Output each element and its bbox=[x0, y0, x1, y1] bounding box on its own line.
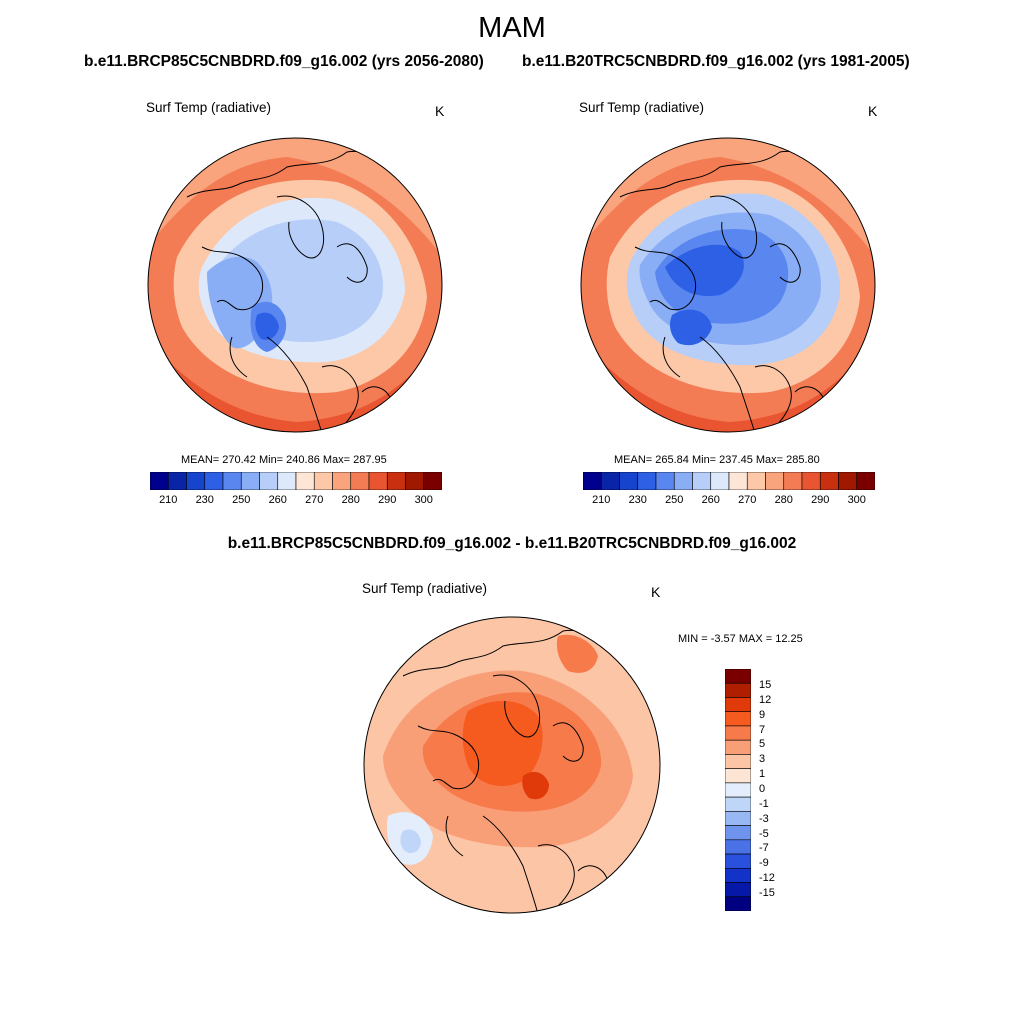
map-left bbox=[147, 137, 443, 433]
colorbar-tick-label: -3 bbox=[759, 812, 769, 825]
colorbar-swatch bbox=[765, 472, 785, 490]
colorbar-swatch bbox=[150, 472, 169, 490]
colorbar-tick-label: 12 bbox=[759, 693, 772, 706]
colorbar-swatch bbox=[725, 754, 751, 769]
colorbar-swatch bbox=[295, 472, 315, 490]
colorbar-tick-label: 5 bbox=[759, 738, 766, 751]
colorbar-swatch bbox=[725, 853, 751, 869]
panel-left-units: K bbox=[435, 103, 445, 119]
colorbar-swatch bbox=[710, 472, 730, 490]
colorbar-swatch bbox=[186, 472, 206, 490]
colorbar-tick-label: -1 bbox=[759, 797, 769, 810]
figure-title: MAM bbox=[478, 12, 546, 44]
colorbar-swatch bbox=[332, 472, 352, 490]
colorbar-swatch bbox=[655, 472, 675, 490]
colorbar-tick-label: 280 bbox=[774, 494, 793, 506]
colorbar-swatch bbox=[725, 725, 751, 741]
colorbar-tick-label: -15 bbox=[759, 886, 775, 899]
colorbar-swatch bbox=[725, 682, 751, 698]
difference-variable: Surf Temp (radiative) bbox=[362, 581, 488, 596]
colorbar-swatch bbox=[692, 472, 712, 490]
colorbar-tick-label: 1 bbox=[759, 768, 766, 781]
colorbar-swatch bbox=[725, 739, 751, 755]
colorbar-swatch bbox=[259, 472, 279, 490]
colorbar-swatch bbox=[204, 472, 224, 490]
colorbar-tick-label: 0 bbox=[759, 782, 766, 795]
panel-right-units: K bbox=[868, 103, 878, 119]
colorbar-swatch bbox=[619, 472, 639, 490]
colorbar-swatch bbox=[637, 472, 657, 490]
panel-right-stats: MEAN= 265.84 Min= 237.45 Max= 285.80 bbox=[614, 454, 820, 466]
colorbar-tick-label: 300 bbox=[414, 494, 433, 506]
colorbar-swatch bbox=[725, 782, 751, 798]
colorbar-tick-label: 300 bbox=[847, 494, 866, 506]
colorbar-tick-label: -9 bbox=[759, 857, 769, 870]
colorbar-tick-label: 15 bbox=[759, 679, 772, 691]
colorbar-swatch bbox=[405, 472, 425, 490]
colorbar-swatch bbox=[725, 796, 751, 812]
colorbar-swatch bbox=[819, 472, 839, 490]
map-difference bbox=[363, 616, 661, 914]
colorbar-tick-label: -12 bbox=[759, 872, 775, 885]
colorbar-tick-label: 230 bbox=[628, 494, 647, 506]
difference-stats: MIN = -3.57 MAX = 12.25 bbox=[678, 633, 803, 645]
colorbar-swatch bbox=[725, 697, 751, 713]
colorbar-tick-label: 3 bbox=[759, 753, 766, 766]
colorbar-swatch bbox=[856, 472, 875, 490]
colorbar-swatch bbox=[801, 472, 821, 490]
panel-right-variable: Surf Temp (radiative) bbox=[579, 100, 705, 115]
colorbar-swatch bbox=[222, 472, 242, 490]
colorbar-tick-label: 7 bbox=[759, 723, 766, 736]
panel-right-case-title: b.e11.B20TRC5CNBDRD.f09_g16.002 (yrs 198… bbox=[522, 53, 910, 70]
colorbar-swatch bbox=[600, 472, 620, 490]
colorbar-tick-label: -5 bbox=[759, 827, 769, 840]
colorbar-swatch bbox=[838, 472, 858, 490]
colorbar-tick-label: 280 bbox=[341, 494, 360, 506]
colorbar-tick-label: 210 bbox=[159, 494, 178, 506]
colorbar-tick-label: 270 bbox=[738, 494, 757, 506]
colorbar-swatch bbox=[783, 472, 803, 490]
colorbar-tick-label: 250 bbox=[665, 494, 684, 506]
colorbar-right bbox=[583, 472, 875, 490]
colorbar-tick-label: 270 bbox=[305, 494, 324, 506]
colorbar-swatch bbox=[423, 472, 442, 490]
colorbar-tick-label: 230 bbox=[195, 494, 214, 506]
colorbar-swatch bbox=[725, 867, 751, 883]
map-right bbox=[580, 137, 876, 433]
colorbar-tick-label: 290 bbox=[811, 494, 830, 506]
colorbar-swatch bbox=[240, 472, 260, 490]
colorbar-tick-label: 9 bbox=[759, 708, 766, 721]
colorbar-tick-label: 210 bbox=[592, 494, 611, 506]
colorbar-swatch bbox=[725, 711, 751, 727]
colorbar-difference bbox=[725, 669, 751, 911]
colorbar-swatch bbox=[350, 472, 370, 490]
colorbar-tick-label: 260 bbox=[701, 494, 720, 506]
colorbar-swatch bbox=[725, 811, 751, 826]
colorbar-swatch bbox=[728, 472, 748, 490]
colorbar-swatch bbox=[725, 896, 751, 911]
colorbar-left bbox=[150, 472, 442, 490]
panel-left-stats: MEAN= 270.42 Min= 240.86 Max= 287.95 bbox=[181, 454, 387, 466]
colorbar-swatch bbox=[725, 882, 751, 898]
colorbar-swatch bbox=[368, 472, 388, 490]
colorbar-tick-label: -7 bbox=[759, 842, 769, 855]
colorbar-swatch bbox=[725, 669, 751, 684]
colorbar-swatch bbox=[313, 472, 333, 490]
colorbar-swatch bbox=[583, 472, 602, 490]
colorbar-swatch bbox=[725, 768, 751, 784]
panel-left-case-title: b.e11.BRCP85C5CNBDRD.f09_g16.002 (yrs 20… bbox=[84, 53, 484, 70]
colorbar-tick-label: 250 bbox=[232, 494, 251, 506]
colorbar-swatch bbox=[386, 472, 406, 490]
colorbar-swatch bbox=[167, 472, 187, 490]
colorbar-swatch bbox=[725, 825, 751, 841]
difference-units: K bbox=[651, 584, 661, 600]
colorbar-swatch bbox=[673, 472, 693, 490]
colorbar-swatch bbox=[746, 472, 766, 490]
colorbar-swatch bbox=[277, 472, 297, 490]
colorbar-tick-label: 260 bbox=[268, 494, 287, 506]
colorbar-swatch bbox=[725, 839, 751, 855]
difference-title: b.e11.BRCP85C5CNBDRD.f09_g16.002 - b.e11… bbox=[227, 535, 797, 552]
panel-left-variable: Surf Temp (radiative) bbox=[146, 100, 272, 115]
colorbar-tick-label: 290 bbox=[378, 494, 397, 506]
